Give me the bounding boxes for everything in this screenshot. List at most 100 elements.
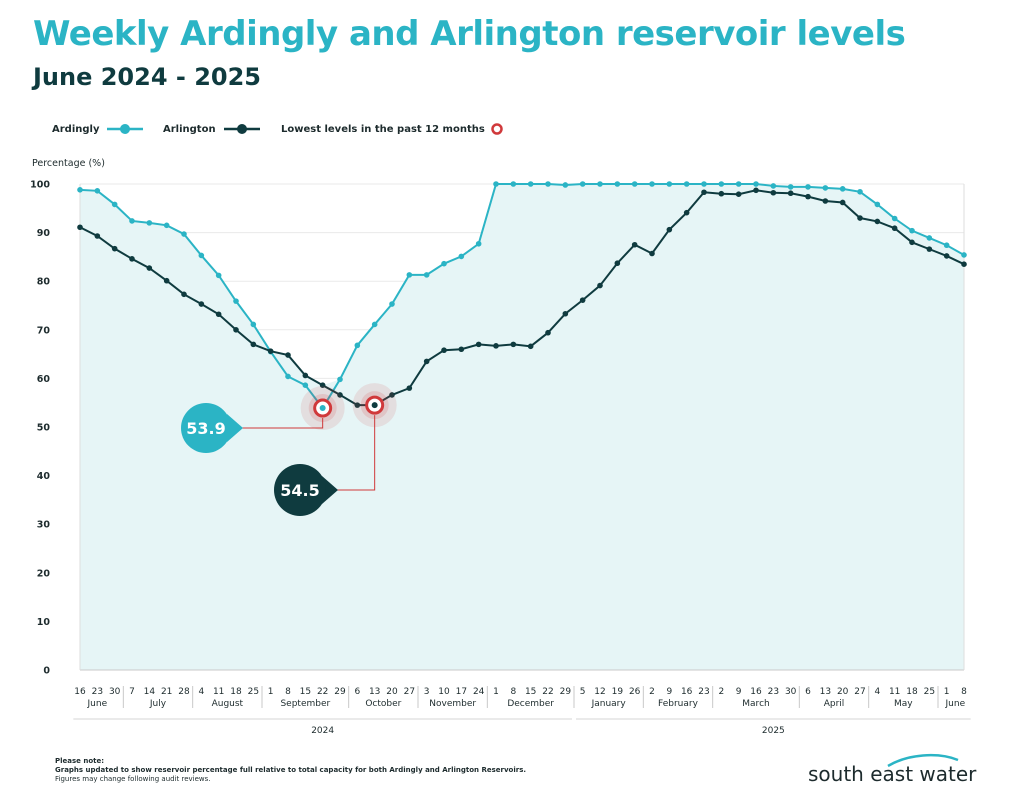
data-point-arlington: [701, 189, 707, 196]
data-point-arlington: [753, 187, 759, 194]
x-tick-label: 13: [820, 687, 831, 697]
x-tick-label: 4: [874, 687, 880, 697]
data-point-ardingly: [683, 181, 690, 187]
data-point-arlington: [770, 189, 777, 196]
lowest-point: [371, 402, 378, 409]
data-point-arlington: [215, 311, 222, 318]
data-point-ardingly: [146, 220, 153, 226]
data-point-arlington: [493, 343, 499, 349]
callout-bubble: [274, 464, 326, 516]
data-point-ardingly: [787, 184, 794, 190]
data-point-arlington: [666, 226, 673, 233]
lowest-marker-icon: [491, 123, 503, 135]
x-tick-label: 16: [750, 687, 762, 697]
y-tick-label: 20: [37, 568, 51, 579]
data-point-arlington: [787, 190, 794, 197]
month-label: May: [894, 699, 913, 709]
data-point-ardingly: [215, 272, 222, 279]
x-tick-label: 8: [961, 687, 967, 697]
x-tick-label: 15: [300, 687, 311, 697]
y-tick-label: 70: [37, 325, 51, 336]
data-point-ardingly: [371, 321, 378, 328]
data-point-arlington: [354, 402, 361, 408]
x-tick-label: 9: [666, 687, 672, 697]
data-point-arlington: [545, 329, 551, 336]
legend-label-ardingly: Ardingly: [52, 123, 100, 135]
data-point-arlington: [406, 385, 413, 391]
x-tick-label: 27: [404, 687, 415, 697]
data-point-arlington: [631, 241, 638, 248]
chart-subtitle: June 2024 - 2025: [33, 63, 261, 91]
year-label: 2024: [311, 726, 334, 736]
legend-label-arlington: Arlington: [163, 123, 216, 135]
data-point-arlington: [510, 341, 517, 348]
brand-text: south east water: [808, 762, 977, 786]
data-point-ardingly: [163, 222, 170, 229]
x-tick-label: 12: [594, 687, 605, 697]
data-point-ardingly: [198, 252, 205, 259]
data-point-arlington: [822, 198, 829, 204]
x-tick-label: 25: [248, 687, 259, 697]
y-tick-label: 90: [37, 228, 51, 239]
month-label: January: [591, 699, 627, 709]
data-point-arlington: [77, 224, 83, 231]
month-label: December: [507, 699, 554, 709]
data-point-ardingly: [701, 181, 707, 187]
data-point-arlington: [527, 343, 534, 350]
data-point-arlington: [839, 199, 846, 206]
month-label: March: [742, 699, 769, 709]
data-point-ardingly: [943, 242, 950, 249]
x-tick-label: 30: [109, 687, 121, 697]
data-point-ardingly: [181, 231, 187, 237]
data-point-arlington: [579, 297, 586, 303]
data-point-ardingly: [614, 181, 621, 187]
data-point-ardingly: [285, 373, 291, 380]
legend-line-ardingly-icon: [107, 124, 144, 134]
data-point-arlington: [458, 346, 465, 353]
x-tick-label: 29: [334, 687, 346, 697]
callout-value-ardingly: 53.9: [186, 419, 225, 438]
data-point-arlington: [285, 352, 291, 358]
legend-label-lowest: Lowest levels in the past 12 months: [281, 123, 485, 135]
month-label: April: [824, 699, 845, 709]
x-tick-label: 21: [161, 687, 172, 697]
callout-connector: [241, 418, 324, 429]
data-point-arlington: [389, 392, 395, 398]
data-point-arlington: [129, 256, 135, 262]
data-point-ardingly: [94, 188, 101, 194]
data-point-ardingly: [250, 321, 257, 328]
x-tick-label: 2: [718, 687, 724, 697]
callout-connector: [336, 415, 376, 491]
y-tick-label: 30: [37, 520, 51, 531]
lowest-point: [319, 405, 326, 412]
legend-item-arlington: Arlington: [163, 122, 262, 136]
x-tick-label: 16: [74, 687, 86, 697]
y-axis-label: Percentage (%): [32, 158, 105, 169]
month-label: August: [212, 699, 244, 709]
data-point-ardingly: [597, 181, 603, 187]
data-point-arlington: [909, 239, 915, 246]
data-point-ardingly: [441, 260, 447, 267]
series-line-arlington: [79, 189, 965, 407]
data-point-arlington: [649, 250, 655, 257]
wave-icon: [887, 754, 959, 768]
y-tick-label: 80: [37, 277, 51, 288]
callout-tail: [227, 414, 243, 442]
x-tick-label: 18: [230, 687, 242, 697]
data-point-arlington: [805, 193, 811, 200]
series-line-ardingly: [79, 183, 965, 410]
data-point-ardingly: [510, 181, 517, 187]
data-point-arlington: [198, 301, 205, 307]
footnote-line-1: Graphs updated to show reservoir percent…: [55, 766, 527, 774]
data-point-arlington: [735, 191, 742, 198]
data-point-ardingly: [961, 252, 967, 258]
month-label: July: [149, 699, 167, 709]
x-tick-label: 1: [493, 687, 499, 697]
data-point-ardingly: [129, 218, 135, 224]
x-tick-label: 2: [649, 687, 655, 697]
footnote: Please note: Graphs updated to show rese…: [55, 757, 526, 784]
data-point-arlington: [926, 246, 933, 252]
x-tick-label: 29: [560, 687, 572, 697]
data-point-arlington: [597, 282, 603, 289]
